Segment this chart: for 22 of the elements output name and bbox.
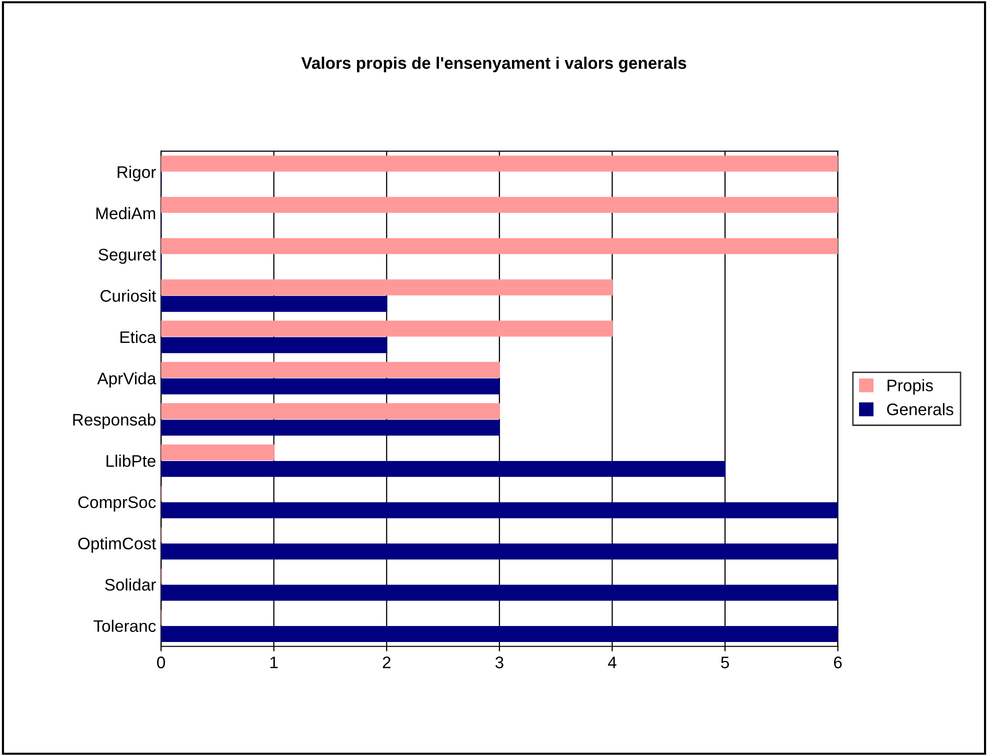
y-tick-label: OptimCost <box>78 537 156 553</box>
y-tick-label: Responsab <box>73 413 156 429</box>
y-tick-label: MediAm <box>96 207 156 220</box>
y-tick-label: Curiosit <box>100 290 156 302</box>
legend-label: Generals <box>887 403 954 416</box>
x-tick-label: 1 <box>270 656 278 668</box>
y-tick-label: Solidar <box>105 578 156 591</box>
x-tick-label: 3 <box>495 656 504 668</box>
x-tick-label: 6 <box>834 656 842 668</box>
x-tick-label: 4 <box>608 656 616 668</box>
y-tick-label: Etica <box>120 330 156 344</box>
x-tick-label: 2 <box>382 656 390 668</box>
legend-label: Propis <box>888 379 933 395</box>
chart-title: Valors propis de l'ensenyament i valors generals <box>301 56 686 72</box>
y-tick-label: Seguret <box>98 248 156 264</box>
y-tick-label: LlibPte <box>106 454 156 467</box>
x-tick-label: 0 <box>157 656 166 668</box>
y-tick-label: Toleranc <box>94 620 156 632</box>
y-tick-label: AprVida <box>97 372 156 388</box>
y-tick-label: ComprSoc <box>78 496 156 512</box>
x-tick-label: 5 <box>721 656 729 668</box>
y-tick-label: Rigor <box>118 166 156 182</box>
